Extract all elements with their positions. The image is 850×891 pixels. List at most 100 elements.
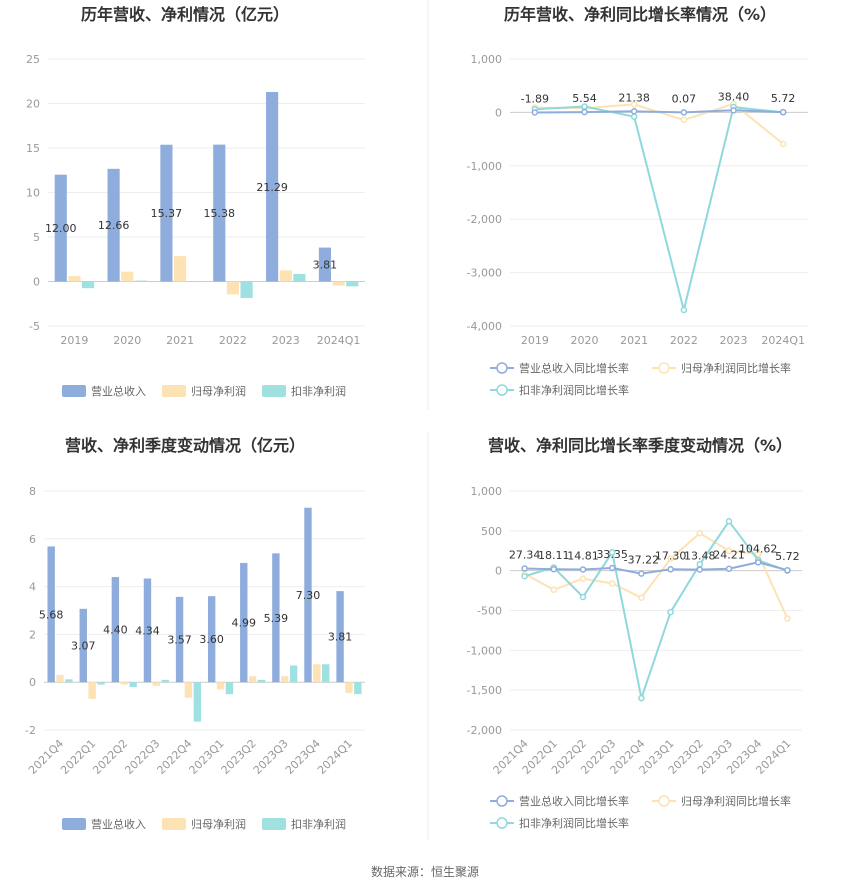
x-tick-label: 2022 xyxy=(670,334,698,347)
data-label: 3.81 xyxy=(313,259,338,272)
data-label: 17.30 xyxy=(655,549,687,562)
x-tick-label: 2020 xyxy=(113,334,141,347)
bar xyxy=(152,682,161,686)
bar xyxy=(318,247,332,282)
data-point xyxy=(667,555,674,562)
legend-swatch xyxy=(162,385,186,397)
data-label: 21.38 xyxy=(618,91,650,104)
bar xyxy=(345,682,353,693)
chart-title: 营收、净利同比增长率季度变动情况（%） xyxy=(488,436,792,455)
legend-swatch xyxy=(62,385,86,397)
data-label: 33.35 xyxy=(596,548,628,561)
bar xyxy=(174,256,187,282)
data-label: 3.57 xyxy=(167,634,192,647)
bar xyxy=(354,682,362,695)
legend-marker xyxy=(496,384,508,396)
series-line xyxy=(524,531,789,619)
bar xyxy=(54,174,67,282)
data-point xyxy=(630,113,638,120)
chart-title: 历年营收、净利情况（亿元） xyxy=(81,5,289,24)
data-label: -1.89 xyxy=(521,93,549,106)
legend-swatch xyxy=(262,385,286,397)
bar xyxy=(68,276,81,282)
bar xyxy=(213,144,226,282)
bar xyxy=(304,507,312,683)
bar xyxy=(65,679,73,683)
bar xyxy=(134,280,147,282)
bar xyxy=(56,675,64,683)
data-point xyxy=(630,101,638,108)
data-point xyxy=(550,586,558,594)
data-point xyxy=(754,550,762,558)
y-tick-label: 0 xyxy=(29,676,36,689)
bar xyxy=(332,281,345,286)
legend-label: 营业总收入同比增长率 xyxy=(519,361,629,375)
bar xyxy=(240,281,253,298)
data-label: 0.07 xyxy=(672,92,697,105)
bar xyxy=(120,682,128,685)
data-point xyxy=(784,566,791,574)
legend-label: 扣非净利润同比增长率 xyxy=(519,383,629,397)
bar xyxy=(193,682,202,722)
legend-label: 扣非净利润 xyxy=(291,817,346,831)
data-point xyxy=(608,564,616,572)
data-point xyxy=(784,615,791,622)
data-point xyxy=(579,575,587,582)
bar xyxy=(160,144,173,282)
x-tick-label: 2024Q1 xyxy=(317,334,361,347)
legend-label: 归母净利润同比增长率 xyxy=(681,361,791,375)
legend-marker xyxy=(496,362,508,374)
y-tick-label: -2 xyxy=(25,724,36,737)
y-tick-label: -1,000 xyxy=(467,160,502,173)
bar xyxy=(187,281,200,283)
x-tick-label: 2022 xyxy=(219,334,247,347)
data-label: 4.40 xyxy=(103,624,128,637)
bar xyxy=(81,281,95,289)
legend-label: 扣非净利润同比增长率 xyxy=(519,816,629,830)
bar xyxy=(47,546,55,683)
data-label: 5.72 xyxy=(771,92,796,105)
data-point xyxy=(680,116,688,124)
data-label: 15.37 xyxy=(151,207,183,220)
data-label: 15.38 xyxy=(204,207,236,220)
bar xyxy=(293,273,306,282)
data-label: -37.22 xyxy=(624,554,659,567)
bar xyxy=(322,664,330,683)
y-tick-label: 10 xyxy=(26,187,40,200)
bar xyxy=(129,682,137,687)
bar xyxy=(107,168,120,282)
data-point xyxy=(725,565,733,572)
data-point xyxy=(725,518,733,525)
data-point xyxy=(579,593,587,601)
data-point xyxy=(667,608,674,616)
legend-marker xyxy=(496,795,508,807)
data-label: 104.62 xyxy=(739,542,778,555)
y-tick-label: -1,000 xyxy=(467,644,502,657)
data-point xyxy=(638,694,645,702)
data-label: 27.34 xyxy=(509,548,541,561)
data-point xyxy=(680,109,688,116)
y-tick-label: -4,000 xyxy=(467,320,502,333)
data-point xyxy=(521,565,528,572)
y-tick-label: 8 xyxy=(29,485,36,498)
y-tick-label: 4 xyxy=(29,581,36,594)
data-label: 3.60 xyxy=(199,633,224,646)
bar xyxy=(281,676,289,683)
data-label: 13.48 xyxy=(684,550,716,563)
chart-title: 历年营收、净利同比增长率情况（%） xyxy=(504,5,776,24)
y-tick-label: -5 xyxy=(29,320,40,333)
x-tick-label: 2019 xyxy=(521,334,549,347)
bar xyxy=(225,682,234,695)
x-tick-label: 2024Q1 xyxy=(315,737,355,777)
legend-marker xyxy=(658,795,670,807)
bar xyxy=(184,682,193,698)
x-tick-label: 2019 xyxy=(60,334,88,347)
series-line xyxy=(524,519,788,702)
legend-label: 营业总收入 xyxy=(91,384,146,398)
data-label: 5.39 xyxy=(264,612,289,625)
bar xyxy=(207,596,216,683)
bar xyxy=(97,682,105,685)
bar xyxy=(111,577,120,683)
quarterly-revenue-profit-chart: 营收、净利季度变动情况（亿元）-2024682021Q42022Q12022Q2… xyxy=(25,436,365,831)
data-source: 数据来源：恒生聚源 xyxy=(371,864,479,879)
